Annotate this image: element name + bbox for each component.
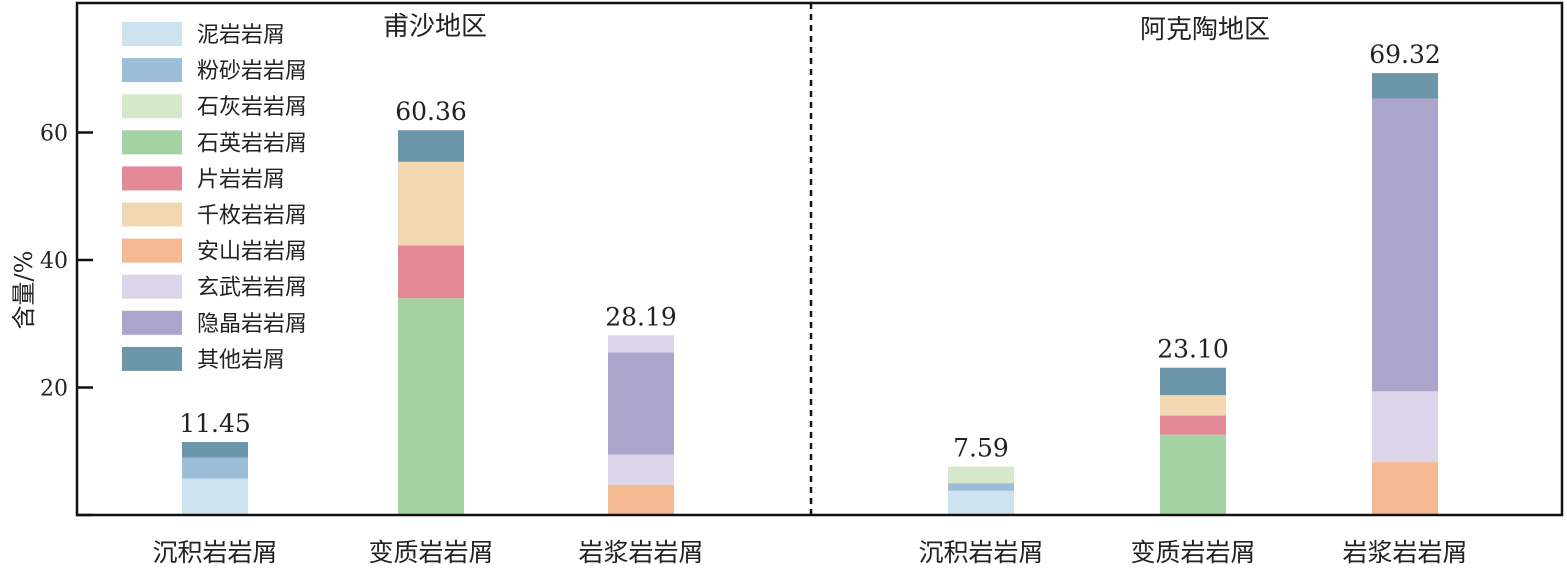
bar-segment (1372, 391, 1438, 463)
legend-swatch (122, 346, 182, 371)
bar-segment (1160, 415, 1226, 435)
bar-segment (182, 457, 248, 479)
bar-total-label: 11.45 (179, 409, 251, 438)
bars-layer (182, 73, 1438, 515)
bar-total-label: 69.32 (1369, 40, 1441, 69)
x-tick-label: 沉积岩岩屑 (918, 538, 1043, 567)
legend-swatch (122, 274, 182, 299)
legend-label: 安山岩岩屑 (197, 240, 307, 265)
y-tick-label: 20 (40, 377, 68, 402)
bar-segment (398, 130, 464, 162)
bar-segment (948, 483, 1014, 491)
legend-swatch (122, 58, 182, 83)
bar-segment (608, 484, 674, 515)
y-axis-label: 含量/% (10, 251, 38, 330)
bar-segment (948, 466, 1014, 484)
bar-segment (398, 245, 464, 299)
bar-total-label: 60.36 (395, 97, 467, 126)
panel-title-0: 甫沙地区 (383, 12, 487, 42)
bar-segment (1160, 395, 1226, 416)
x-tick-label: 变质岩岩屑 (368, 538, 493, 567)
bar-segment (398, 298, 464, 515)
legend-label: 千枚岩岩屑 (197, 204, 307, 229)
bar-total-label: 23.10 (1157, 335, 1229, 364)
x-tick-label: 岩浆岩岩屑 (1342, 538, 1467, 567)
bar-segment (398, 161, 464, 246)
bar-segment (1372, 98, 1438, 392)
labels-layer: 11.45 沉积岩岩屑 60.36 变质岩岩屑 28.19 岩浆岩岩屑 7.59 沉积岩岩屑 2… (152, 40, 1467, 567)
legend-swatch (122, 238, 182, 263)
legend-label: 隐晶岩岩屑 (197, 312, 307, 337)
bar-segment (948, 490, 1014, 515)
bar-segment (1372, 73, 1438, 99)
legend-swatch (122, 202, 182, 227)
bar-total-label: 7.59 (953, 434, 1009, 463)
bar-segment (182, 442, 248, 458)
bar-segment (1160, 434, 1226, 515)
bar-segment (1160, 367, 1226, 396)
legend-label: 石英岩岩屑 (197, 131, 307, 156)
x-tick-label: 岩浆岩岩屑 (578, 538, 703, 567)
legend-label: 泥岩岩屑 (197, 23, 285, 48)
y-tick-label: 40 (40, 249, 68, 274)
y-tick-label: 60 (40, 122, 68, 147)
x-tick-label: 沉积岩岩屑 (152, 538, 277, 567)
y-axis: 20 40 60 (40, 122, 93, 517)
legend-label: 其他岩屑 (197, 348, 285, 373)
legend-swatch (122, 166, 182, 191)
legend-label: 玄武岩岩屑 (197, 276, 307, 301)
legend: 泥岩岩屑粉砂岩岩屑石灰岩岩屑石英岩岩屑片岩岩屑千枚岩岩屑安山岩岩屑玄武岩岩屑隐晶… (122, 22, 307, 373)
bar-segment (608, 335, 674, 353)
bar-total-label: 28.19 (605, 302, 677, 331)
bar-segment (608, 352, 674, 455)
legend-swatch (122, 94, 182, 119)
legend-label: 粉砂岩岩屑 (197, 59, 307, 84)
legend-label: 片岩岩屑 (197, 167, 285, 192)
panel-title-1: 阿克陶地区 (1140, 15, 1270, 45)
legend-swatch (122, 310, 182, 335)
legend-swatch (122, 22, 182, 46)
x-tick-label: 变质岩岩屑 (1130, 538, 1255, 567)
bar-segment (1372, 462, 1438, 515)
legend-label: 石灰岩岩屑 (197, 95, 307, 120)
bar-segment (608, 454, 674, 485)
legend-swatch (122, 130, 182, 155)
bar-segment (182, 478, 248, 515)
